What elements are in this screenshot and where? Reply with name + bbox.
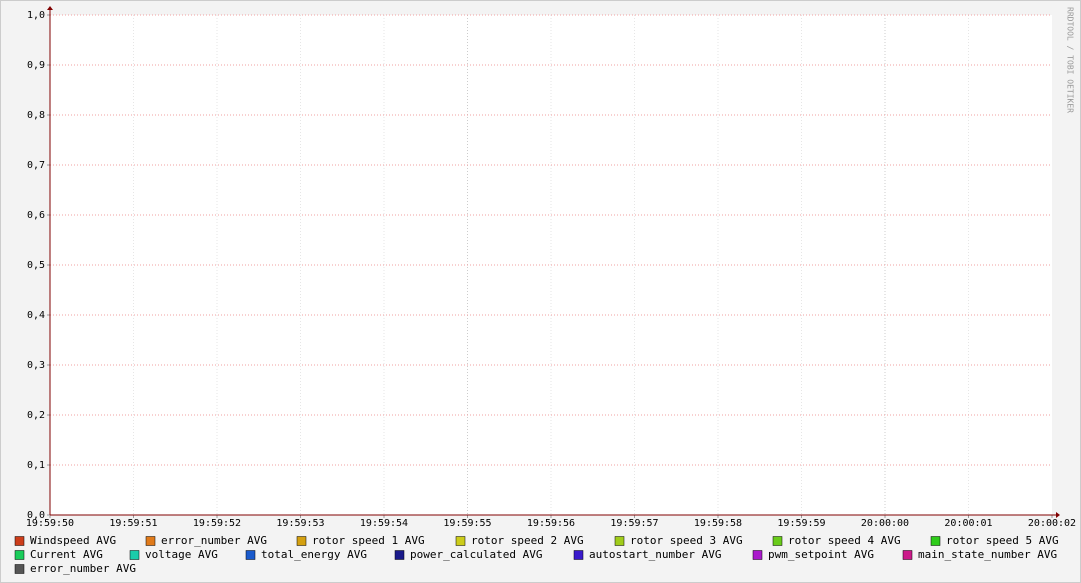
y-tick-label: 0,2 xyxy=(27,410,45,421)
legend-swatch xyxy=(14,550,25,560)
legend-swatch xyxy=(394,550,405,560)
y-tick-label: 0,0 xyxy=(27,510,45,521)
legend-swatch xyxy=(14,564,25,574)
legend-label: voltage AVG xyxy=(145,548,218,561)
legend-swatch xyxy=(573,550,584,560)
legend-label: rotor speed 2 AVG xyxy=(471,534,584,547)
y-tick-label: 0,7 xyxy=(27,160,45,171)
y-tick-label: 0,9 xyxy=(27,60,45,71)
x-tick-label: 19:59:52 xyxy=(193,518,241,529)
legend-label: rotor speed 3 AVG xyxy=(630,534,743,547)
legend-label: rotor speed 4 AVG xyxy=(788,534,901,547)
legend-swatch xyxy=(145,536,156,546)
legend-swatch xyxy=(752,550,763,560)
legend-label: error_number AVG xyxy=(30,562,136,575)
x-tick-label: 20:00:02 xyxy=(1028,518,1076,529)
legend-swatch xyxy=(129,550,140,560)
y-tick-label: 0,4 xyxy=(27,310,45,321)
x-tick-label: 19:59:58 xyxy=(694,518,742,529)
legend-swatch xyxy=(930,536,941,546)
x-tick-label: 19:59:53 xyxy=(276,518,324,529)
x-tick-label: 19:59:51 xyxy=(109,518,157,529)
y-tick-label: 0,8 xyxy=(27,110,45,121)
y-tick-label: 1,0 xyxy=(27,10,45,21)
x-tick-label: 19:59:54 xyxy=(360,518,408,529)
y-tick-label: 0,6 xyxy=(27,210,45,221)
legend-swatch xyxy=(614,536,625,546)
legend-swatch xyxy=(772,536,783,546)
x-tick-label: 19:59:50 xyxy=(26,518,74,529)
x-tick-label: 20:00:00 xyxy=(861,518,909,529)
legend-swatch xyxy=(296,536,307,546)
legend-swatch xyxy=(14,536,25,546)
x-tick-label: 20:00:01 xyxy=(944,518,992,529)
legend-label: main_state_number AVG xyxy=(918,548,1057,561)
x-tick-label: 19:59:56 xyxy=(527,518,575,529)
legend-swatch xyxy=(902,550,913,560)
x-tick-label: 19:59:57 xyxy=(610,518,658,529)
legend-label: Current AVG xyxy=(30,548,103,561)
x-tick-label: 19:59:55 xyxy=(443,518,491,529)
y-tick-label: 0,5 xyxy=(27,260,45,271)
legend-label: power_calculated AVG xyxy=(410,548,542,561)
watermark: RRDTOOL / TOBI OETIKER xyxy=(1066,7,1075,113)
legend-label: total_energy AVG xyxy=(261,548,367,561)
legend-label: autostart_number AVG xyxy=(589,548,721,561)
legend-label: error_number AVG xyxy=(161,534,267,547)
legend-label: rotor speed 5 AVG xyxy=(946,534,1059,547)
y-tick-label: 0,3 xyxy=(27,360,45,371)
x-axis-arrow xyxy=(1056,512,1060,518)
legend-label: rotor speed 1 AVG xyxy=(312,534,425,547)
x-tick-label: 19:59:59 xyxy=(777,518,825,529)
legend-swatch xyxy=(455,536,466,546)
y-axis-arrow xyxy=(47,6,53,10)
legend-swatch xyxy=(245,550,256,560)
y-tick-label: 0,1 xyxy=(27,460,45,471)
legend-label: pwm_setpoint AVG xyxy=(768,548,874,561)
legend-label: Windspeed AVG xyxy=(30,534,116,547)
